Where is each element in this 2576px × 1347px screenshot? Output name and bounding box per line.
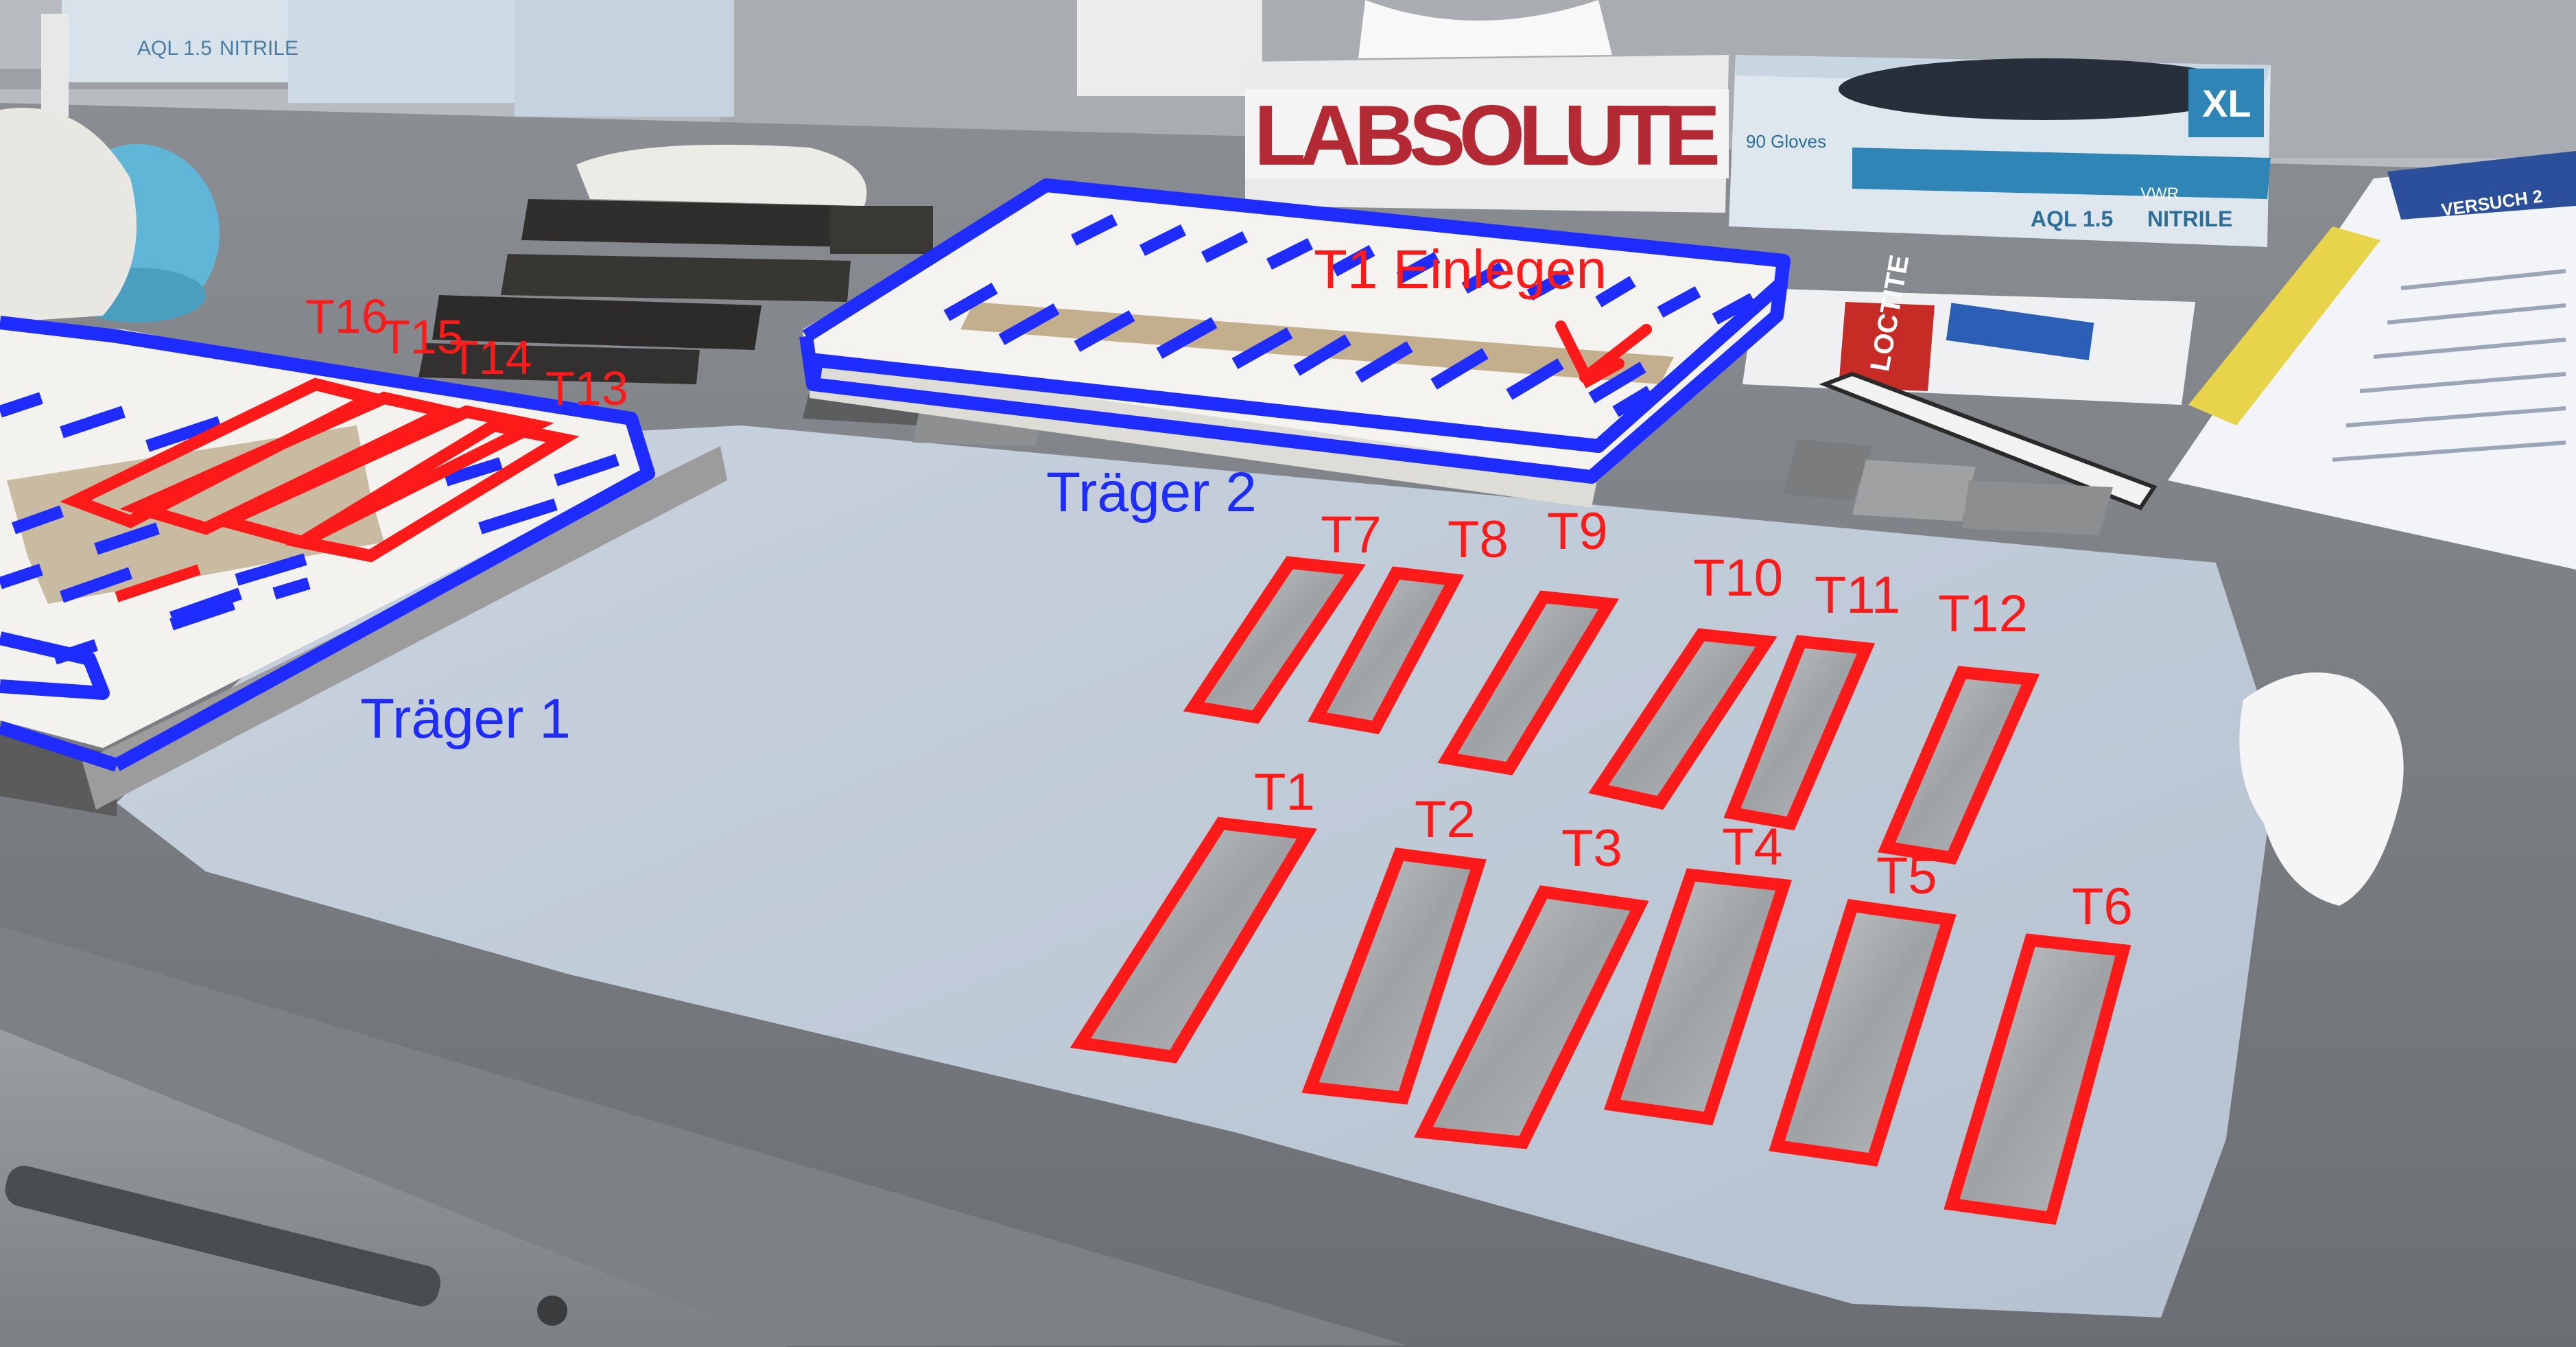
outline-t10: [1588, 628, 1777, 810]
drawer-front: [0, 1029, 789, 1347]
outline-t13: [285, 419, 580, 563]
label-t12: T12: [1938, 585, 2028, 643]
outline-t5: [1769, 899, 1957, 1167]
insert-arrow: [1555, 320, 1652, 389]
outline-t3: [1414, 885, 1649, 1149]
carrier-1-slot-marks: [0, 392, 619, 665]
glove-box-material-text: NITRILE: [2147, 207, 2232, 231]
label-t14: T14: [449, 331, 532, 384]
outline-t15: [119, 391, 465, 535]
carrier-1-specimen-outlines: [60, 377, 580, 563]
label-t16: T16: [305, 290, 388, 343]
glove-box-aql-text: AQL 1.5: [2031, 207, 2113, 231]
outline-t14: [208, 405, 554, 549]
insert-instruction-label: T1 Einlegen: [1314, 239, 1607, 300]
outline-t9: [1437, 590, 1620, 775]
marker-pen: [1819, 371, 2158, 511]
outline-t1: [1070, 817, 1317, 1064]
outline-t2: [1301, 847, 1487, 1105]
outline-t12: [1878, 666, 2040, 865]
outline-t4: [1603, 868, 1792, 1125]
label-t8: T8: [1447, 511, 1509, 569]
carrier-1-outline: [0, 316, 655, 772]
label-t13: T13: [545, 362, 628, 415]
glove-box-count-text: 90 Gloves: [1746, 131, 1826, 152]
outline-t8: [1308, 566, 1465, 734]
glove-box-brand-text: VWR: [2140, 185, 2179, 203]
loose-metal-pieces: [803, 391, 2113, 535]
specimen-outlines: [1070, 556, 2131, 1225]
label-t15: T15: [381, 310, 464, 364]
dark-metal-bars: [418, 199, 933, 384]
label-t3: T3: [1561, 819, 1622, 878]
carrier-1-red-marks: [115, 564, 201, 602]
carrier-1-label: Träger 1: [360, 688, 571, 750]
foam-piece: [576, 144, 867, 206]
outline-t11: [1723, 635, 1876, 831]
left-box-material-text: NITRILE: [220, 37, 298, 60]
glove-box-size-text: XL: [2202, 82, 2252, 125]
outline-t6: [1943, 933, 2131, 1225]
carrier-2-label: Träger 2: [1046, 461, 1257, 524]
glove-boxes-left: AQL 1.5 NITRILE: [62, 0, 734, 117]
paper-roll: [1077, 0, 1262, 96]
label-t4: T4: [1722, 818, 1783, 876]
crumpled-tissue: [2239, 672, 2404, 906]
label-t1: T1: [1254, 763, 1315, 821]
tissue-box: LABSOLUTE: [1245, 0, 1729, 213]
label-t10: T10: [1693, 549, 1783, 607]
label-t5: T5: [1876, 847, 1937, 905]
outline-t7: [1183, 556, 1366, 724]
carrier-2-slot-marks: [943, 213, 1756, 417]
label-t6: T6: [2072, 878, 2133, 936]
glove-box-xl: XL 90 Gloves VWR AQL 1.5 NITRILE: [1729, 55, 2271, 247]
label-t2: T2: [1415, 790, 1476, 849]
annotation-labels: Träger 1 Träger 2 T1 Einlegen T1 T2 T3 T…: [305, 239, 2133, 936]
carrier-2-outline: [799, 178, 1791, 484]
tissue-box-brand-text: LABSOLUTE: [1254, 89, 1721, 183]
label-t11: T11: [1815, 566, 1900, 624]
label-t9: T9: [1547, 502, 1608, 561]
white-bag: [0, 108, 137, 323]
metal-specimens: [1080, 563, 2123, 1218]
left-box-aql-text: AQL 1.5: [137, 37, 212, 60]
label-t7: T7: [1321, 506, 1382, 564]
instruction-document: VERSUCH 2: [2168, 151, 2576, 570]
